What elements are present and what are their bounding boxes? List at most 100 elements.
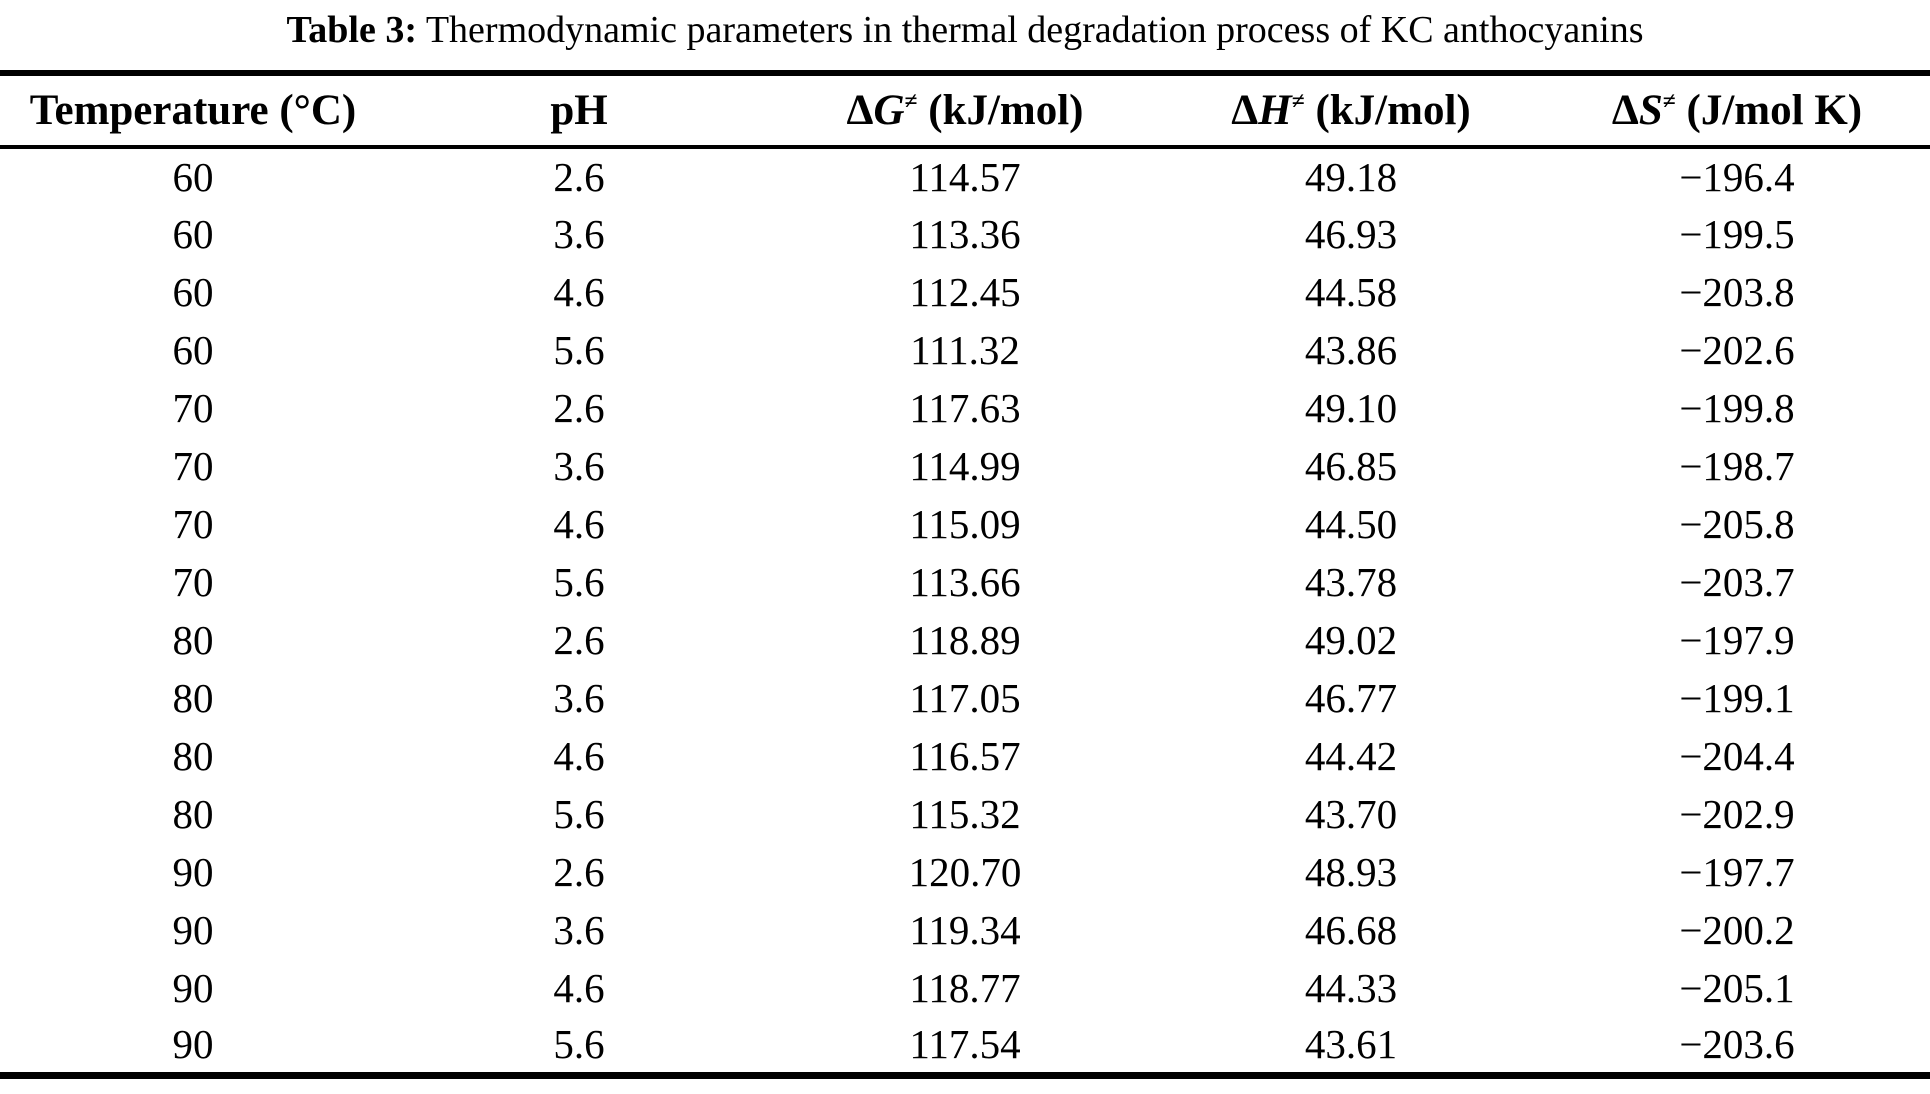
table-row: 90 4.6 118.77 44.33 −205.1 bbox=[0, 959, 1930, 1017]
table-cell-ph: 2.6 bbox=[553, 617, 605, 663]
table-header: Temperature (°C) pH ΔG≠ (kJ/mol) ΔH≠ (kJ… bbox=[0, 73, 1930, 149]
table-cell-delta_h: 49.02 bbox=[1304, 617, 1398, 663]
table-cell-delta_s: −199.1 bbox=[1679, 675, 1795, 721]
table-cell-delta_h: 43.61 bbox=[1304, 1021, 1398, 1068]
table-cell-ph: 5.6 bbox=[553, 559, 605, 605]
table-cell-ph: 2.6 bbox=[553, 154, 605, 200]
table-cell-delta_g: 114.57 bbox=[909, 154, 1021, 200]
table-cell-delta_h: 46.77 bbox=[1304, 675, 1398, 721]
table-cell-delta_g: 115.09 bbox=[909, 501, 1021, 547]
table-cell-delta_g: 118.89 bbox=[909, 617, 1021, 663]
table-cell-delta_h: 46.85 bbox=[1304, 443, 1398, 489]
table-cell-temperature: 80 bbox=[172, 791, 214, 837]
table-body: 60 2.6 114.57 49.18 −196.4 60 3.6 113.36 46.93 −1… bbox=[0, 147, 1930, 1075]
table-cell-delta_s: −202.9 bbox=[1679, 791, 1795, 837]
table-cell-temperature: 60 bbox=[172, 269, 214, 315]
table-row: 80 3.6 117.05 46.77 −199.1 bbox=[0, 669, 1930, 727]
table-cell-delta_s: −197.9 bbox=[1679, 617, 1795, 663]
table-row: 70 3.6 114.99 46.85 −198.7 bbox=[0, 437, 1930, 495]
column-header-delta-g: ΔG≠ (kJ/mol) bbox=[772, 73, 1158, 149]
table-row: 90 5.6 117.54 43.61 −203.6 bbox=[0, 1017, 1930, 1075]
table-cell-ph: 4.6 bbox=[553, 733, 605, 779]
table-cell-delta_s: −196.4 bbox=[1679, 154, 1795, 200]
table-cell-ph: 4.6 bbox=[553, 501, 605, 547]
table-row: 70 2.6 117.63 49.10 −199.8 bbox=[0, 379, 1930, 437]
table-cell-delta_g: 117.05 bbox=[909, 675, 1021, 721]
table-cell-delta_s: −203.8 bbox=[1679, 269, 1795, 315]
table-cell-delta_g: 116.57 bbox=[909, 733, 1021, 779]
table-cell-ph: 2.6 bbox=[553, 385, 605, 431]
table-cell-delta_s: −197.7 bbox=[1679, 849, 1795, 895]
table-cell-delta_s: −199.8 bbox=[1679, 385, 1795, 431]
table-cell-delta_s: −203.6 bbox=[1679, 1021, 1795, 1068]
table-cell-delta_g: 118.77 bbox=[909, 965, 1021, 1011]
table-cell-delta_g: 113.36 bbox=[909, 211, 1021, 257]
table-cell-delta_h: 49.18 bbox=[1304, 154, 1398, 200]
table-cell-temperature: 90 bbox=[172, 907, 214, 953]
column-header-temperature: Temperature (°C) bbox=[0, 73, 386, 149]
table-caption-text: Thermodynamic parameters in thermal degr… bbox=[425, 9, 1644, 51]
table-cell-temperature: 90 bbox=[172, 965, 214, 1011]
table-cell-delta_h: 43.78 bbox=[1304, 559, 1398, 605]
thermodynamic-parameters-table: Temperature (°C) pH ΔG≠ (kJ/mol) ΔH≠ (kJ… bbox=[0, 70, 1930, 1079]
table-cell-temperature: 80 bbox=[172, 617, 214, 663]
table-row: 60 3.6 113.36 46.93 −199.5 bbox=[0, 205, 1930, 263]
table-cell-delta_h: 44.42 bbox=[1304, 733, 1398, 779]
table-cell-temperature: 70 bbox=[172, 385, 214, 431]
table-cell-delta_h: 44.58 bbox=[1304, 269, 1398, 315]
table-cell-delta_g: 117.54 bbox=[909, 1021, 1021, 1068]
table-cell-ph: 2.6 bbox=[553, 849, 605, 895]
table-cell-delta_g: 119.34 bbox=[909, 907, 1021, 953]
table-cell-delta_g: 115.32 bbox=[909, 791, 1021, 837]
table-row: 90 3.6 119.34 46.68 −200.2 bbox=[0, 901, 1930, 959]
column-header-ph: pH bbox=[386, 73, 772, 149]
table-cell-delta_g: 113.66 bbox=[909, 559, 1021, 605]
table-cell-delta_s: −199.5 bbox=[1679, 211, 1795, 257]
table-cell-delta_s: −202.6 bbox=[1679, 327, 1795, 373]
table-row: 80 4.6 116.57 44.42 −204.4 bbox=[0, 727, 1930, 785]
table-cell-delta_s: −205.8 bbox=[1679, 501, 1795, 547]
table-cell-delta_h: 48.93 bbox=[1304, 849, 1398, 895]
table-cell-delta_h: 44.50 bbox=[1304, 501, 1398, 547]
table-cell-delta_s: −204.4 bbox=[1679, 733, 1795, 779]
table-cell-delta_g: 111.32 bbox=[910, 327, 1020, 373]
table-cell-delta_h: 46.68 bbox=[1304, 907, 1398, 953]
table-header-row: Temperature (°C) pH ΔG≠ (kJ/mol) ΔH≠ (kJ… bbox=[0, 73, 1930, 149]
table-row: 70 4.6 115.09 44.50 −205.8 bbox=[0, 495, 1930, 553]
table-cell-delta_h: 46.93 bbox=[1304, 211, 1398, 257]
table-caption-label: Table 3: bbox=[286, 9, 418, 51]
table-cell-temperature: 90 bbox=[172, 1021, 214, 1068]
table-cell-ph: 4.6 bbox=[553, 965, 605, 1011]
table-cell-temperature: 70 bbox=[172, 559, 214, 605]
table-cell-ph: 3.6 bbox=[553, 443, 605, 489]
table-cell-temperature: 60 bbox=[172, 154, 214, 200]
table-cell-delta_h: 43.86 bbox=[1304, 327, 1398, 373]
table-row: 60 4.6 112.45 44.58 −203.8 bbox=[0, 263, 1930, 321]
table-row: 80 2.6 118.89 49.02 −197.9 bbox=[0, 611, 1930, 669]
table-cell-delta_h: 49.10 bbox=[1304, 385, 1398, 431]
table-cell-delta_s: −198.7 bbox=[1679, 443, 1795, 489]
table-row: 80 5.6 115.32 43.70 −202.9 bbox=[0, 785, 1930, 843]
table-cell-delta_g: 112.45 bbox=[909, 269, 1021, 315]
table-cell-delta_s: −200.2 bbox=[1679, 907, 1795, 953]
column-header-delta-h: ΔH≠ (kJ/mol) bbox=[1158, 73, 1544, 149]
table-cell-temperature: 60 bbox=[172, 327, 214, 373]
table-cell-delta_g: 114.99 bbox=[909, 443, 1021, 489]
table-cell-delta_s: −203.7 bbox=[1679, 559, 1795, 605]
table-cell-temperature: 80 bbox=[172, 733, 214, 779]
table-row: 60 2.6 114.57 49.18 −196.4 bbox=[0, 147, 1930, 205]
table-cell-temperature: 70 bbox=[172, 443, 214, 489]
table-cell-delta_h: 43.70 bbox=[1304, 791, 1398, 837]
table-cell-delta_g: 120.70 bbox=[908, 849, 1022, 895]
column-header-delta-s: ΔS≠ (J/mol K) bbox=[1544, 73, 1930, 149]
table-cell-delta_g: 117.63 bbox=[909, 385, 1021, 431]
table-row: 70 5.6 113.66 43.78 −203.7 bbox=[0, 553, 1930, 611]
table-cell-delta_s: −205.1 bbox=[1679, 965, 1795, 1011]
table-cell-temperature: 60 bbox=[172, 211, 214, 257]
table-caption: Table 3: Thermodynamic parameters in the… bbox=[0, 0, 1930, 70]
table-cell-temperature: 90 bbox=[172, 849, 214, 895]
table-cell-ph: 5.6 bbox=[553, 1021, 605, 1068]
table-row: 60 5.6 111.32 43.86 −202.6 bbox=[0, 321, 1930, 379]
table-cell-ph: 5.6 bbox=[553, 791, 605, 837]
table-cell-ph: 4.6 bbox=[553, 269, 605, 315]
